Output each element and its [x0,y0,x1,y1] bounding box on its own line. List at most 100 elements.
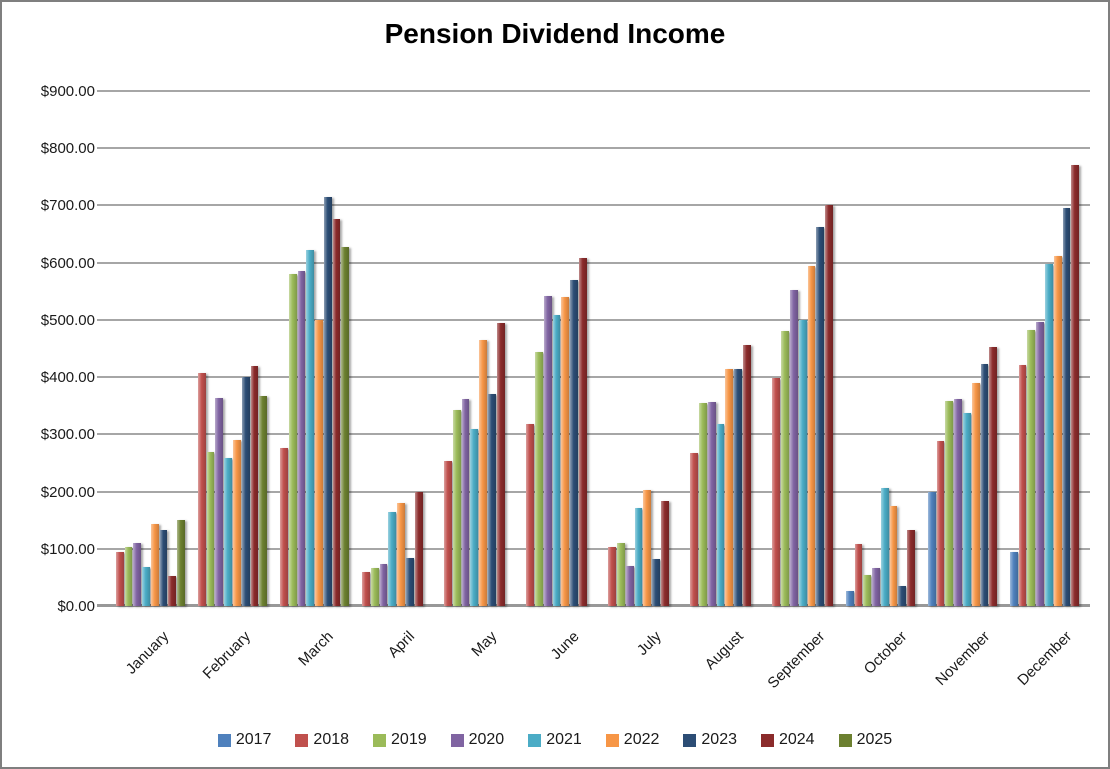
bar-slot [716,91,725,606]
bar-2018-july [608,547,617,606]
bar-2023-october [898,585,907,606]
x-axis-label: April [385,628,419,662]
bar-2024-september [825,204,833,606]
bar-slot [962,91,971,606]
legend-label: 2021 [546,731,582,748]
bar-group-march [269,91,351,606]
bar-slot [1071,91,1080,606]
bar-group-january [105,91,187,606]
bar-slot [936,91,945,606]
bar-2020-july [625,565,634,606]
gridline [97,261,1090,264]
bar-slot [115,91,124,606]
bar-slot [989,91,998,606]
bar-group-august [680,91,762,606]
bar-slot [177,91,186,606]
bar-slot [288,91,297,606]
bar-slot [980,91,989,606]
y-tick-label: $600.00 [40,254,95,272]
bar-slot [752,91,760,606]
bar-2021-august [716,424,725,606]
bar-slot [315,91,323,606]
bar-2018-september [772,377,781,606]
legend-label: 2019 [391,731,427,748]
bar-slot [1045,91,1053,606]
bar-2018-march [279,447,288,606]
legend-item-2024: 2024 [760,731,815,749]
bar-slot [517,91,525,606]
bar-2020-march [297,270,306,606]
bar-slot [880,91,889,606]
bar-2022-may [479,339,488,606]
bar-slot [561,91,570,606]
legend-item-2025: 2025 [838,731,892,749]
bar-slot [506,91,514,606]
bar-2023-december [1062,207,1071,606]
bar-slot [807,91,816,606]
bar-2023-july [652,558,660,606]
bar-slot [133,91,142,606]
bar-2019-september [781,331,789,606]
x-axis-line [97,604,1090,607]
bar-slot [452,91,461,606]
bar-group-february [187,91,269,606]
y-tick-mark [97,376,105,379]
bar-slot [889,91,898,606]
bar-2024-april [414,491,423,606]
bar-slot [816,91,825,606]
legend-swatch-2018 [295,733,309,747]
bar-2022-november [971,383,980,606]
y-tick-mark [97,490,105,493]
legend-swatch-2025 [838,733,852,747]
bar-2018-october [854,544,863,606]
bar-slot [600,91,608,606]
bar-slot [570,91,578,606]
legend-swatch-2024 [760,733,774,747]
gridline [97,147,1090,150]
bar-2018-november [936,441,945,606]
bar-2024-december [1071,165,1080,606]
bar-2017-november [927,491,936,606]
gridline [97,547,1090,550]
bar-group-may [433,91,515,606]
bar-slot [634,91,643,606]
y-tick-mark [97,433,105,436]
x-axis-label: December [1014,628,1075,689]
legend-label: 2024 [778,731,815,748]
y-tick-label: $300.00 [40,426,95,444]
bar-slot [781,91,789,606]
bar-2022-july [643,489,652,606]
legend-label: 2023 [701,731,737,748]
bar-slot [388,91,397,606]
bar-slot [1080,91,1088,606]
legend-item-2023: 2023 [683,731,737,749]
bar-slot [588,91,596,606]
y-tick-label: $0.00 [57,598,95,615]
bar-slot [206,91,215,606]
bar-slot [945,91,954,606]
legend-label: 2018 [313,731,350,748]
bar-2021-november [962,412,971,606]
bar-slot [734,91,743,606]
bar-group-june [515,91,597,606]
bar-2022-february [232,440,241,606]
bar-2023-april [405,557,414,606]
bar-group-april [351,91,433,606]
y-tick-label: $100.00 [40,540,95,558]
x-axis-label: November [931,628,993,689]
bar-slot [725,91,734,606]
bar-slot [279,91,288,606]
legend-label: 2022 [623,731,660,748]
bar-slot [232,91,241,606]
bar-2022-june [561,297,570,606]
bar-2019-march [288,274,297,606]
gridline [97,433,1090,436]
bar-2023-august [734,369,743,606]
bar-slot [660,91,669,606]
legend-item-2021: 2021 [528,731,582,749]
legend-swatch-2017 [217,733,231,747]
bar-slot [971,91,980,606]
legend-item-2020: 2020 [450,731,504,749]
bar-2021-january [142,567,150,606]
bar-slot [916,91,924,606]
